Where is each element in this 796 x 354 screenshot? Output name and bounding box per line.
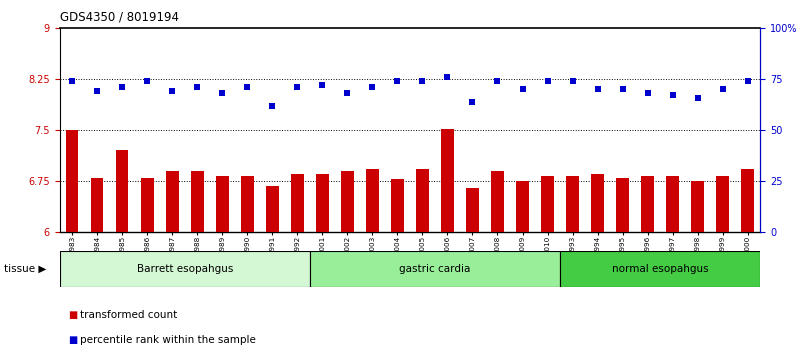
Text: percentile rank within the sample: percentile rank within the sample bbox=[80, 335, 256, 345]
Text: ■: ■ bbox=[68, 310, 77, 320]
Bar bbox=[560, 251, 760, 287]
Text: normal esopahgus: normal esopahgus bbox=[612, 264, 708, 274]
Point bbox=[116, 85, 129, 90]
Bar bbox=[141, 178, 154, 232]
Bar bbox=[266, 186, 279, 232]
Bar bbox=[310, 251, 560, 287]
Bar bbox=[741, 170, 754, 232]
Point bbox=[391, 79, 404, 84]
Bar bbox=[166, 171, 178, 232]
Point bbox=[516, 87, 529, 92]
Bar bbox=[441, 129, 454, 232]
Point bbox=[316, 82, 329, 88]
Point bbox=[66, 79, 79, 84]
Point bbox=[741, 79, 754, 84]
Point bbox=[642, 91, 654, 96]
Bar bbox=[716, 176, 729, 232]
Bar bbox=[692, 181, 704, 232]
Text: ■: ■ bbox=[68, 335, 77, 345]
Bar bbox=[66, 130, 79, 232]
Text: transformed count: transformed count bbox=[80, 310, 177, 320]
Point bbox=[241, 85, 254, 90]
Point bbox=[366, 85, 379, 90]
Bar bbox=[216, 176, 228, 232]
Bar bbox=[291, 174, 303, 232]
Text: tissue ▶: tissue ▶ bbox=[4, 264, 46, 274]
Point bbox=[291, 85, 304, 90]
Point bbox=[141, 79, 154, 84]
Bar bbox=[416, 170, 429, 232]
Point bbox=[691, 95, 704, 101]
Bar bbox=[91, 178, 103, 232]
Point bbox=[716, 87, 729, 92]
Point bbox=[191, 85, 204, 90]
Bar bbox=[391, 179, 404, 232]
Text: gastric cardia: gastric cardia bbox=[400, 264, 470, 274]
Text: GDS4350 / 8019194: GDS4350 / 8019194 bbox=[60, 11, 178, 24]
Bar bbox=[642, 176, 654, 232]
Point bbox=[91, 88, 103, 94]
Point bbox=[491, 79, 504, 84]
Bar bbox=[191, 171, 204, 232]
Bar bbox=[591, 174, 604, 232]
Point bbox=[616, 87, 629, 92]
Point bbox=[466, 99, 479, 104]
Bar bbox=[116, 150, 128, 232]
Point bbox=[266, 103, 279, 109]
Point bbox=[566, 79, 579, 84]
Bar bbox=[60, 251, 310, 287]
Bar bbox=[616, 178, 629, 232]
Point bbox=[216, 91, 228, 96]
Bar bbox=[366, 170, 379, 232]
Text: Barrett esopahgus: Barrett esopahgus bbox=[137, 264, 233, 274]
Bar bbox=[566, 176, 579, 232]
Bar bbox=[316, 173, 329, 232]
Point bbox=[441, 74, 454, 80]
Bar bbox=[541, 176, 554, 232]
Point bbox=[541, 79, 554, 84]
Bar bbox=[241, 176, 254, 232]
Point bbox=[166, 88, 178, 94]
Bar bbox=[491, 171, 504, 232]
Point bbox=[666, 93, 679, 98]
Bar bbox=[341, 171, 353, 232]
Point bbox=[416, 79, 429, 84]
Point bbox=[341, 91, 353, 96]
Bar bbox=[466, 188, 478, 232]
Bar bbox=[517, 181, 529, 232]
Bar bbox=[666, 176, 679, 232]
Point bbox=[591, 87, 604, 92]
